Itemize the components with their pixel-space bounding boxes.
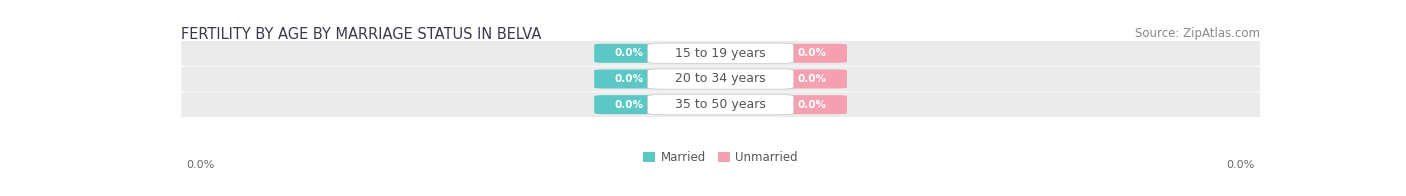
FancyBboxPatch shape (181, 92, 1260, 117)
Text: 0.0%: 0.0% (614, 100, 644, 110)
FancyBboxPatch shape (648, 69, 793, 89)
FancyBboxPatch shape (648, 94, 793, 115)
FancyBboxPatch shape (595, 44, 664, 63)
Text: 35 to 50 years: 35 to 50 years (675, 98, 766, 111)
Text: 0.0%: 0.0% (614, 48, 644, 58)
FancyBboxPatch shape (595, 69, 664, 88)
FancyBboxPatch shape (595, 95, 664, 114)
FancyBboxPatch shape (181, 41, 1260, 66)
FancyBboxPatch shape (181, 66, 1260, 92)
Text: 0.0%: 0.0% (187, 160, 215, 170)
Text: 20 to 34 years: 20 to 34 years (675, 73, 766, 85)
FancyBboxPatch shape (648, 43, 793, 64)
Legend: Married, Unmarried: Married, Unmarried (638, 146, 803, 169)
Text: 0.0%: 0.0% (614, 74, 644, 84)
Text: 0.0%: 0.0% (797, 74, 827, 84)
Text: 0.0%: 0.0% (797, 48, 827, 58)
FancyBboxPatch shape (778, 69, 846, 88)
Text: 15 to 19 years: 15 to 19 years (675, 47, 766, 60)
FancyBboxPatch shape (778, 44, 846, 63)
Text: 0.0%: 0.0% (1226, 160, 1254, 170)
Text: 0.0%: 0.0% (797, 100, 827, 110)
FancyBboxPatch shape (778, 95, 846, 114)
Text: Source: ZipAtlas.com: Source: ZipAtlas.com (1135, 26, 1260, 40)
Text: FERTILITY BY AGE BY MARRIAGE STATUS IN BELVA: FERTILITY BY AGE BY MARRIAGE STATUS IN B… (181, 26, 541, 42)
